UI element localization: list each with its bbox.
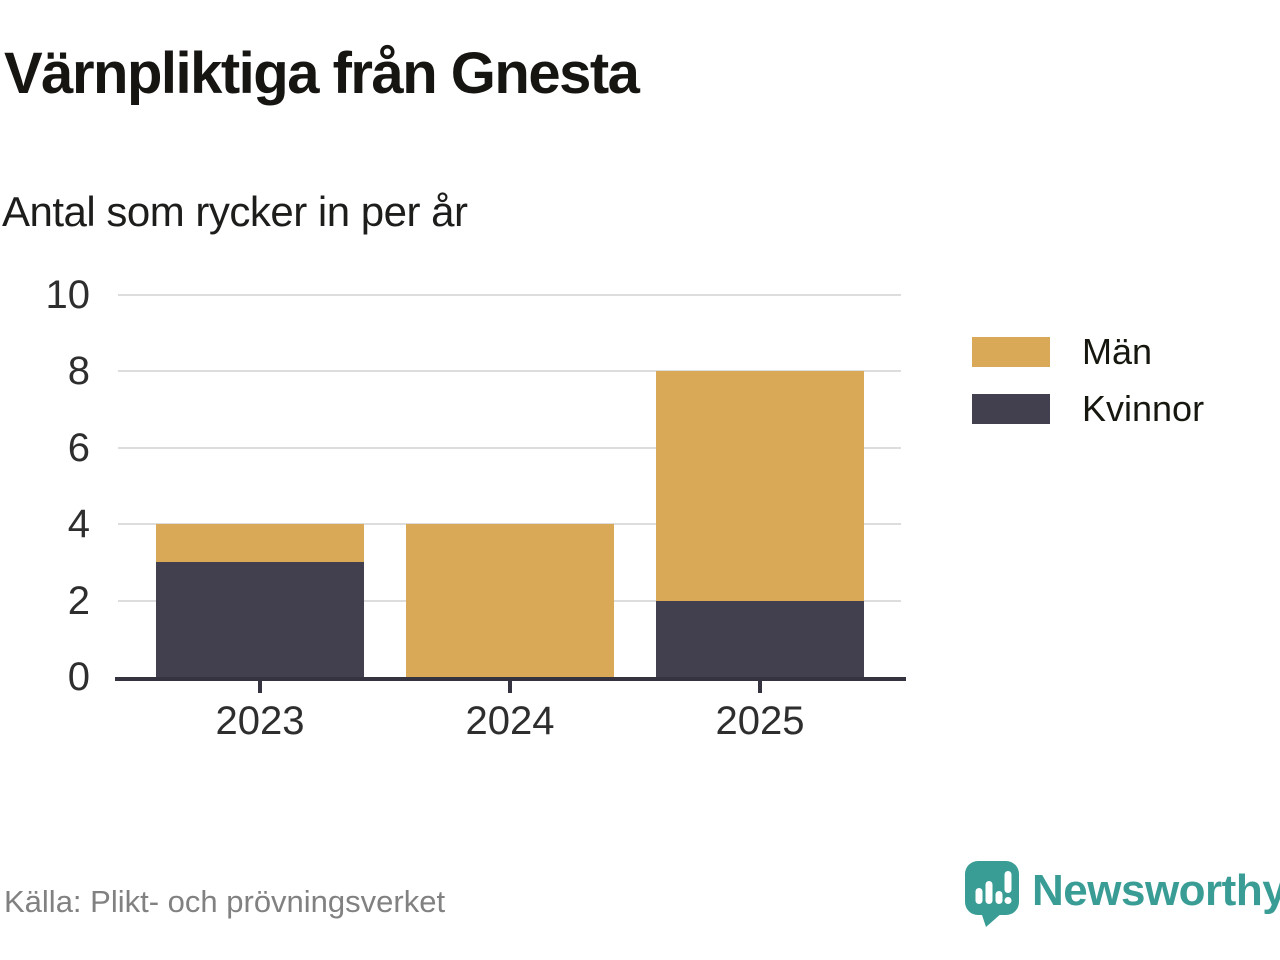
x-tick-2024	[508, 681, 512, 693]
gridline-8	[118, 370, 901, 373]
bar-segment-2025-kvinnor	[656, 600, 864, 677]
chart-title: Värnpliktiga från Gnesta	[4, 41, 640, 106]
legend-label-women: Kvinnor	[1082, 388, 1205, 429]
legend: Män Kvinnor	[972, 331, 1205, 451]
legend-label-men: Män	[1082, 331, 1153, 372]
bar-segment-2023-män	[156, 524, 364, 563]
x-axis-label-2024: 2024	[465, 699, 555, 743]
source-text: Källa: Plikt- och prövningsverket	[4, 884, 446, 919]
y-axis-label-6: 6	[67, 425, 90, 470]
x-axis-label-2025: 2025	[715, 699, 805, 743]
y-axis-label-0: 0	[67, 655, 90, 699]
bar-segment-2025-män	[656, 371, 864, 601]
y-axis-label-2: 2	[67, 578, 90, 623]
legend-item-men: Män	[972, 331, 1204, 372]
newsworthy-logo-icon	[965, 861, 1019, 927]
gridline-10	[118, 294, 901, 296]
y-axis-label-10: 10	[45, 273, 91, 317]
x-tick-2023	[258, 681, 262, 693]
x-axis-line	[115, 677, 906, 681]
y-axis-label-4: 4	[67, 502, 90, 547]
newsworthy-wordmark: Newsworthy	[1032, 866, 1280, 915]
gridline-6	[118, 446, 901, 449]
bar-segment-2023-kvinnor	[156, 562, 364, 677]
chart-subtitle: Antal som rycker in per år	[2, 188, 468, 235]
legend-item-women: Kvinnor	[972, 388, 1205, 429]
y-axis-label-8: 8	[67, 349, 90, 394]
legend-swatch-women	[972, 394, 1050, 424]
bar-segment-2024-män	[406, 524, 614, 677]
x-axis-label-2023: 2023	[215, 699, 305, 743]
x-tick-2025	[758, 681, 762, 693]
legend-swatch-men	[972, 337, 1050, 367]
